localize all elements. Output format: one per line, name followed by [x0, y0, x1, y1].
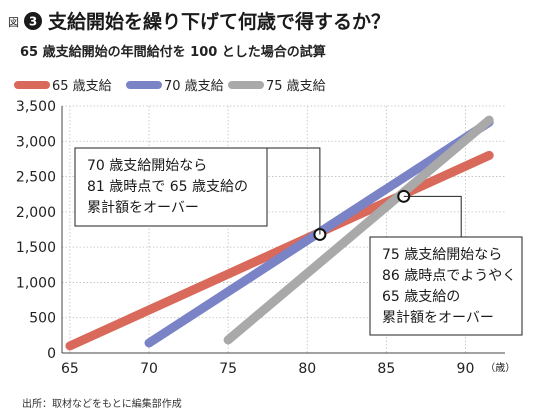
x-tick-label: 85 [377, 361, 395, 377]
y-tick-label: 3,000 [16, 134, 56, 150]
plot-area [65, 115, 494, 351]
source-note: 出所：取材などをもとに編集部作成 [22, 397, 182, 410]
figure-label: 図 [8, 16, 19, 29]
chart-subtitle: 65 歳支給開始の年間給付を 100 とした場合の試算 [20, 44, 326, 60]
y-tick-label: 1,000 [16, 275, 56, 291]
x-tick-label: 65 [61, 361, 79, 377]
chart-title: 支給開始を繰り下げて何歳で得するか？ [47, 10, 390, 33]
callout-text-line: 65 歳支給の [382, 289, 460, 305]
figure-number-badge [24, 12, 42, 30]
y-tick-label: 1,500 [16, 240, 56, 256]
callout-text-line: 75 歳支給開始なら [382, 247, 502, 263]
axes: 0 500 1,000 1,500 2,000 2,500 3,000 3,500 65 70 75… [16, 99, 515, 377]
series-line-2 [223, 115, 494, 345]
callout-text-line: 累計額をオーバー [87, 200, 199, 216]
series-line-0 [65, 150, 494, 351]
y-tick-label: 3,500 [16, 99, 56, 115]
x-tick-label: 80 [298, 361, 316, 377]
y-tick-label: 2,500 [16, 170, 56, 186]
callout-text-line: 86 歳時点でようやく [382, 268, 516, 284]
y-tick-label: 500 [29, 311, 56, 327]
callout-box [369, 236, 523, 336]
figure-number: 3 [29, 15, 37, 29]
x-tick-label: 75 [219, 361, 237, 377]
callout-leader [267, 147, 321, 235]
x-tick-label: 70 [140, 361, 158, 377]
callout-text-line: 81 歳時点で 65 歳支給の [87, 179, 248, 195]
legend-label-70: 70 歳支給 [164, 79, 224, 94]
x-axis-unit-label: （歳） [485, 362, 515, 374]
callout-text-line: 70 歳支給開始なら [87, 158, 207, 174]
legend-label-75: 75 歳支給 [266, 79, 326, 94]
legend: 65 歳支給 70 歳支給 75 歳支給 [14, 79, 326, 94]
callout-text-line: 累計額をオーバー [382, 310, 494, 326]
legend-label-65: 65 歳支給 [52, 79, 112, 94]
callout-box [74, 147, 268, 227]
x-tick-label: 90 [457, 361, 475, 377]
y-tick-label: 0 [47, 346, 56, 362]
callout-leader [403, 195, 462, 237]
y-tick-label: 2,000 [16, 205, 56, 221]
